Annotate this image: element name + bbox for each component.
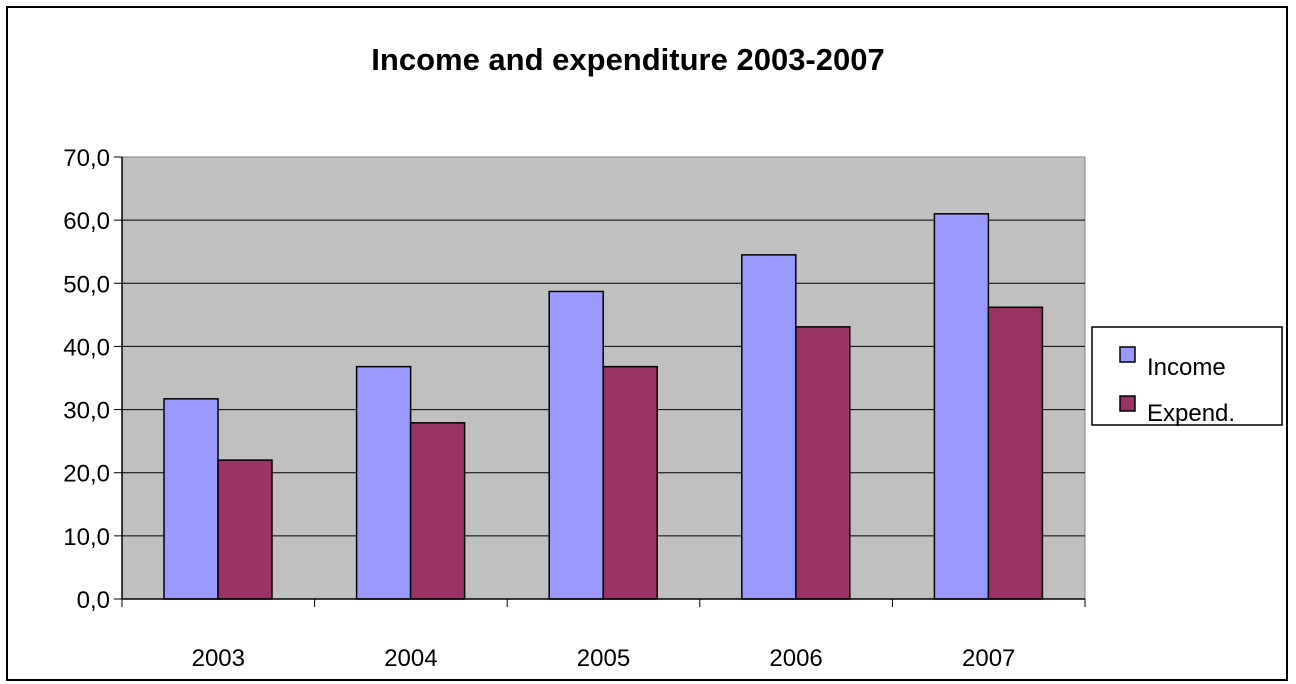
- axes: 0,0 10,0 20,0 30,0 40,0 50,0 60,0 70,0 2003 2004 2…: [63, 145, 1086, 672]
- x-tick-label: 2007: [962, 645, 1015, 672]
- bar-expend-2003: [217, 459, 273, 600]
- legend-swatch-expend: [1119, 395, 1136, 412]
- bar-expend-2007: [987, 306, 1044, 600]
- x-tick-label: 2006: [769, 645, 822, 672]
- bar-expend-2005: [602, 365, 658, 600]
- bar-income-2007: [933, 213, 990, 600]
- x-tick-label: 2003: [192, 645, 245, 672]
- y-tick-label: 60,0: [63, 208, 110, 235]
- bar-expend-2006: [795, 326, 851, 600]
- bar-income-2003: [163, 398, 219, 600]
- x-tick-label: 2005: [577, 645, 630, 672]
- bars: [163, 213, 1044, 600]
- bar-income-2004: [355, 365, 412, 600]
- y-tick-label: 10,0: [63, 524, 110, 551]
- legend-label-expend: Expend.: [1147, 400, 1235, 427]
- bar-income-2005: [548, 290, 604, 600]
- legend-label-income: Income: [1147, 354, 1226, 381]
- y-tick-label: 30,0: [63, 398, 110, 425]
- y-tick-label: 20,0: [63, 461, 110, 488]
- legend-swatch-income: [1119, 346, 1136, 363]
- x-tick-label: 2004: [384, 645, 437, 672]
- bar-expend-2004: [409, 422, 466, 600]
- chart-title: Income and expenditure 2003-2007: [371, 42, 885, 77]
- bar-income-2006: [741, 254, 797, 600]
- y-tick-label: 40,0: [63, 334, 110, 361]
- y-tick-label: 50,0: [63, 271, 110, 298]
- legend: Income Expend.: [1091, 326, 1283, 427]
- y-tick-label: 70,0: [63, 145, 110, 172]
- y-tick-label: 0,0: [77, 587, 110, 614]
